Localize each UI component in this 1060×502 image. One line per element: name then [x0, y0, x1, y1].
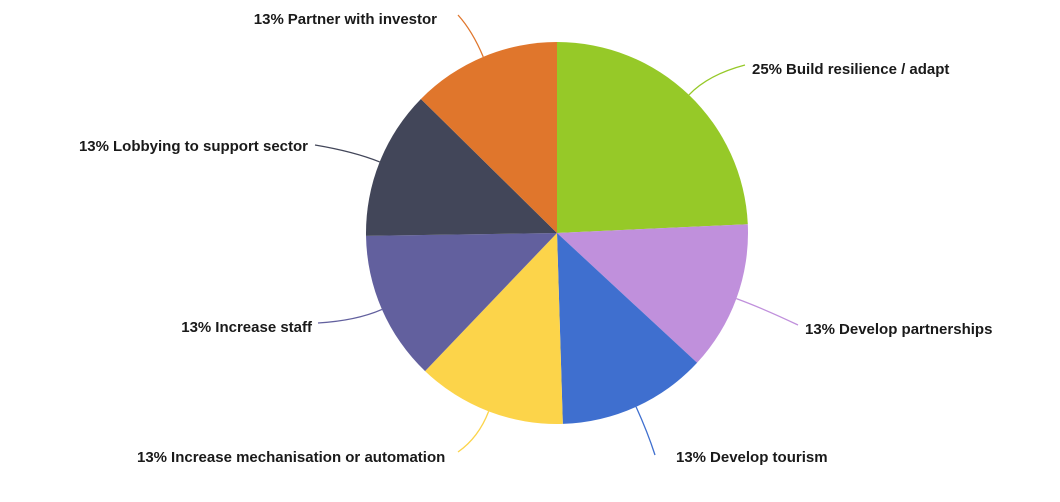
value-label: 13%	[253, 11, 284, 28]
category-label: Lobbying to support sector	[113, 138, 308, 155]
leader-line	[635, 406, 656, 456]
leader-line	[736, 298, 799, 326]
category-label: Develop tourism	[710, 449, 828, 466]
pie-slice	[420, 42, 557, 233]
value-label: 13%	[181, 319, 212, 336]
slice-label: 13% Partner with investor	[137, 9, 437, 31]
leader-line	[457, 411, 490, 453]
pie-slice	[557, 233, 698, 424]
leader-line	[317, 308, 383, 324]
slice-label: 13% Develop partnerships	[805, 319, 1060, 341]
pie-slice	[557, 224, 748, 363]
category-label: Partner with investor	[287, 11, 437, 28]
value-label: 13%	[137, 449, 168, 466]
category-label: Develop partnerships	[839, 321, 993, 338]
leader-line	[314, 144, 380, 163]
value-label: 25%	[752, 61, 783, 78]
category-label: Increase mechanisation or automation	[171, 449, 446, 466]
slice-label: 13% Increase staff	[12, 317, 312, 339]
leader-line	[457, 14, 484, 58]
pie-slice	[425, 233, 563, 424]
pie-slice	[557, 42, 748, 233]
slice-label: 13% Develop tourism	[676, 447, 936, 469]
slice-label: 13% Lobbying to support sector	[0, 136, 308, 158]
pie-slice	[366, 233, 557, 372]
pie-slice	[366, 98, 557, 236]
value-label: 13%	[805, 321, 836, 338]
leader-line	[688, 64, 746, 96]
category-label: Increase staff	[215, 319, 312, 336]
slice-label: 25% Build resilience / adapt	[752, 59, 1052, 81]
slice-label: 13% Increase mechanisation or automation	[137, 447, 447, 469]
value-label: 13%	[78, 138, 109, 155]
value-label: 13%	[676, 449, 707, 466]
category-label: Build resilience / adapt	[786, 61, 950, 78]
